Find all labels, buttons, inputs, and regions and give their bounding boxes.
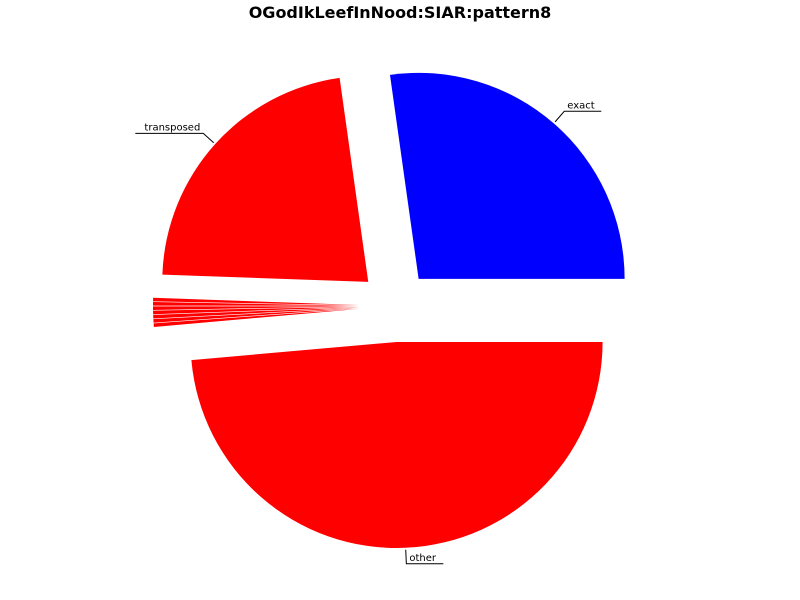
- leader-line-exact: [554, 110, 602, 123]
- leader-line-transposed: [135, 132, 215, 144]
- pie-slices: [153, 72, 625, 548]
- pie-slice-other: [191, 341, 603, 548]
- pie-slice-unlabeled-3: [153, 302, 360, 306]
- slice-label-other: other: [409, 553, 437, 564]
- pie-slice-unlabeled-5: [153, 306, 360, 315]
- pie-slice-exact: [389, 72, 625, 279]
- pie-slice-unlabeled-4: [153, 306, 360, 310]
- pie-labels: exact transposed other: [135, 100, 602, 565]
- leader-line-other: [405, 549, 444, 565]
- pie-slice-unlabeled-2: [153, 297, 360, 306]
- slice-label-exact: exact: [567, 100, 595, 111]
- pie-slice-unlabeled-7: [153, 308, 360, 323]
- pie-slice-transposed: [162, 77, 369, 282]
- pie-slice-unlabeled-8: [153, 308, 360, 327]
- pie-slice-unlabeled-6: [153, 307, 360, 319]
- chart-title: OGodIkLeefInNood:SIAR:pattern8: [248, 3, 552, 22]
- slice-label-transposed: transposed: [144, 122, 200, 133]
